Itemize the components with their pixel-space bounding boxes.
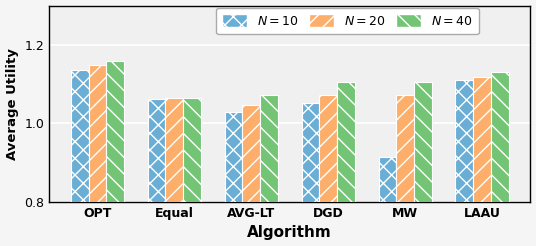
Bar	[225, 112, 242, 246]
Bar	[378, 157, 396, 246]
Bar	[183, 98, 201, 246]
Legend: $N = 10$, $N = 20$, $N = 40$: $N = 10$, $N = 20$, $N = 40$	[216, 8, 479, 34]
Bar	[337, 82, 355, 246]
Bar	[396, 95, 414, 246]
Bar	[106, 61, 124, 246]
Bar	[71, 70, 88, 246]
Bar	[88, 65, 106, 246]
Bar	[148, 99, 166, 246]
Bar	[491, 72, 509, 246]
X-axis label: Algorithm: Algorithm	[247, 225, 332, 240]
Bar	[166, 98, 183, 246]
Bar	[473, 77, 491, 246]
Bar	[319, 95, 337, 246]
Bar	[260, 95, 278, 246]
Bar	[456, 80, 473, 246]
Bar	[302, 103, 319, 246]
Bar	[242, 105, 260, 246]
Y-axis label: Average Utility: Average Utility	[5, 48, 19, 160]
Bar	[414, 82, 431, 246]
